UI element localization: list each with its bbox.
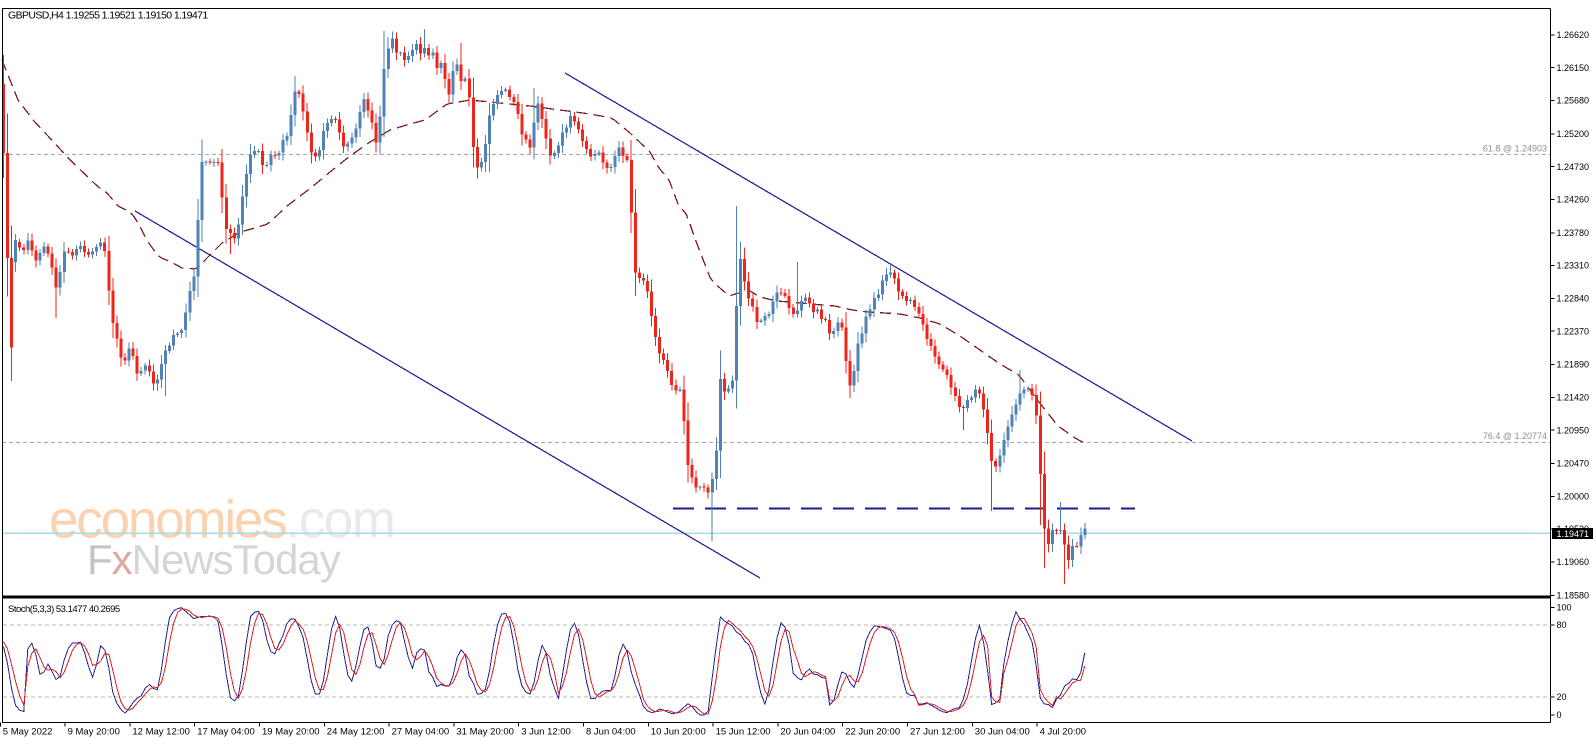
svg-text:1.26150: 1.26150: [1557, 63, 1590, 73]
svg-text:20 Jun 04:00: 20 Jun 04:00: [780, 727, 835, 738]
svg-text:8 Jun 04:00: 8 Jun 04:00: [586, 727, 636, 738]
svg-text:1.21890: 1.21890: [1557, 360, 1590, 370]
svg-text:1.26620: 1.26620: [1557, 30, 1590, 40]
svg-text:17 May 04:00: 17 May 04:00: [197, 727, 255, 738]
svg-text:1.22370: 1.22370: [1557, 326, 1590, 336]
svg-text:1.20000: 1.20000: [1557, 492, 1590, 502]
svg-text:1.19471: 1.19471: [1557, 529, 1590, 539]
svg-text:100: 100: [1557, 603, 1572, 613]
svg-text:0: 0: [1557, 710, 1562, 720]
svg-text:economies.com: economies.com: [49, 491, 394, 550]
svg-text:22 Jun 20:00: 22 Jun 20:00: [845, 727, 900, 738]
svg-text:1.20470: 1.20470: [1557, 459, 1590, 469]
svg-text:5 May 2022: 5 May 2022: [3, 727, 53, 738]
svg-text:27 May 04:00: 27 May 04:00: [392, 727, 450, 738]
svg-text:20: 20: [1557, 692, 1567, 702]
svg-text:1.24730: 1.24730: [1557, 162, 1590, 172]
svg-text:Stoch(5,3,3) 53.1477 40.2695: Stoch(5,3,3) 53.1477 40.2695: [8, 604, 120, 615]
svg-text:1.25680: 1.25680: [1557, 96, 1590, 106]
svg-text:1.20950: 1.20950: [1557, 425, 1590, 435]
svg-text:10 Jun 20:00: 10 Jun 20:00: [651, 727, 706, 738]
svg-text:15 Jun 12:00: 15 Jun 12:00: [716, 727, 771, 738]
svg-text:1.23780: 1.23780: [1557, 228, 1590, 238]
svg-text:19 May 20:00: 19 May 20:00: [262, 727, 320, 738]
svg-text:1.25200: 1.25200: [1557, 129, 1590, 139]
svg-text:1.21420: 1.21420: [1557, 393, 1590, 403]
svg-text:1.22840: 1.22840: [1557, 294, 1590, 304]
svg-text:9 May 20:00: 9 May 20:00: [68, 727, 120, 738]
svg-text:24 May 12:00: 24 May 12:00: [327, 727, 385, 738]
svg-text:30 Jun 04:00: 30 Jun 04:00: [975, 727, 1030, 738]
svg-text:31 May 20:00: 31 May 20:00: [456, 727, 514, 738]
svg-text:FxNewsToday: FxNewsToday: [87, 536, 341, 583]
svg-text:12 May 12:00: 12 May 12:00: [132, 727, 190, 738]
svg-text:1.18580: 1.18580: [1557, 591, 1590, 601]
svg-text:1.23310: 1.23310: [1557, 261, 1590, 271]
svg-text:80: 80: [1557, 620, 1567, 630]
svg-text:4 Jul 20:00: 4 Jul 20:00: [1040, 727, 1086, 738]
svg-text:1.19060: 1.19060: [1557, 557, 1590, 567]
svg-text:GBPUSD,H4 1.19255 1.19521 1.1: GBPUSD,H4 1.19255 1.19521 1.19150 1.1947…: [8, 10, 208, 22]
svg-text:1.24260: 1.24260: [1557, 195, 1590, 205]
svg-text:3 Jun 12:00: 3 Jun 12:00: [521, 727, 571, 738]
svg-text:76.4 @ 1.20774: 76.4 @ 1.20774: [1483, 431, 1547, 441]
svg-text:27 Jun 12:00: 27 Jun 12:00: [910, 727, 965, 738]
svg-text:61.8 @ 1.24903: 61.8 @ 1.24903: [1483, 143, 1547, 153]
